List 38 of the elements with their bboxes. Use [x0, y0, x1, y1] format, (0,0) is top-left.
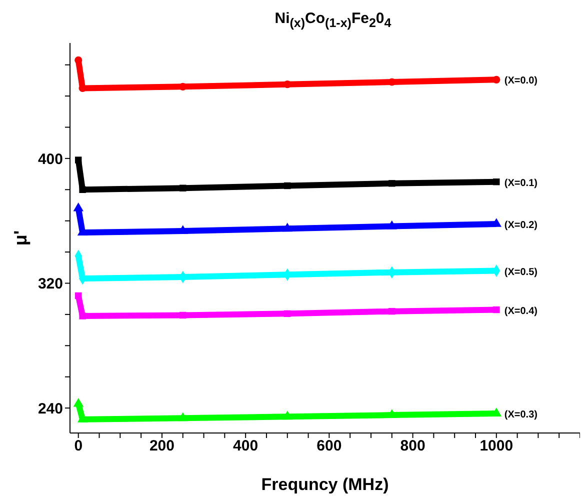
y-axis-title: μ': [10, 230, 30, 246]
y-tick-label: 400: [38, 150, 63, 168]
y-tick-label: 240: [38, 400, 63, 418]
series-label: (X=0.4): [504, 306, 538, 317]
point: [79, 312, 86, 320]
point: [493, 306, 500, 314]
point: [282, 410, 292, 420]
point: [386, 220, 397, 230]
chart-title: Ni$_{(x)}$Co$_{(1-x)}$Fe$_{2}$0$_{4}$: [274, 10, 392, 30]
point: [73, 202, 84, 212]
x-tick-label: 1000: [480, 438, 514, 455]
point: [180, 312, 186, 319]
x-tick-label: 200: [149, 438, 174, 455]
y-tick-label: 320: [38, 276, 63, 293]
point: [74, 56, 82, 64]
point: [388, 180, 396, 187]
point: [493, 178, 500, 186]
x-axis-title: Frequncy (MHz): [261, 475, 389, 494]
series-label: (X=0.3): [504, 410, 538, 420]
point: [284, 182, 291, 190]
x-tick-label: 600: [316, 438, 342, 455]
point: [284, 310, 291, 318]
point: [388, 308, 396, 315]
point: [75, 156, 82, 164]
series-label: (X=0.1): [504, 178, 538, 189]
point: [75, 292, 82, 300]
series-label: (X=0.0): [504, 76, 538, 87]
point: [73, 398, 84, 407]
x-tick-label: 400: [233, 438, 258, 455]
x-tick-label: 0: [74, 438, 83, 455]
point: [282, 222, 292, 232]
series-label: (X=0.5): [504, 266, 538, 278]
point: [178, 412, 188, 422]
series-label: (X=0.2): [504, 220, 538, 231]
point: [79, 186, 86, 193]
point: [492, 76, 500, 84]
x-tick-label: 800: [400, 438, 426, 455]
point: [180, 184, 186, 192]
